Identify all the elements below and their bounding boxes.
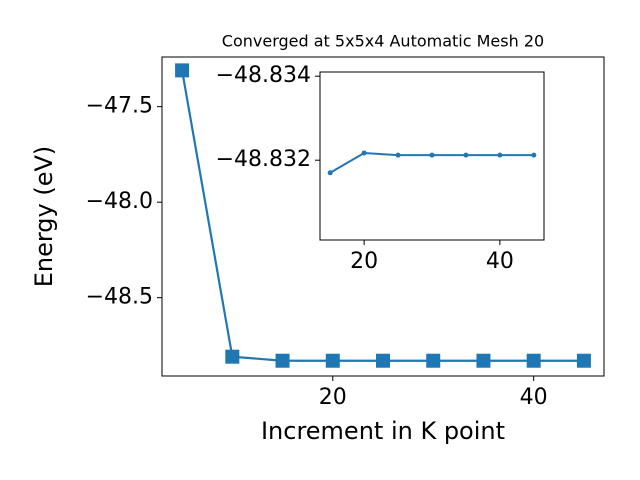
y-tick-label: −48.0 bbox=[86, 189, 153, 214]
x-tick-label: 20 bbox=[350, 249, 378, 274]
data-point bbox=[376, 353, 390, 368]
chart-title: Converged at 5x5x4 Automatic Mesh 20 bbox=[222, 32, 544, 51]
y-axis-label: Energy (eV) bbox=[30, 146, 58, 288]
y-tick-label: −48.5 bbox=[86, 285, 153, 310]
x-tick-label: 20 bbox=[319, 385, 347, 410]
data-point bbox=[175, 63, 190, 78]
data-point bbox=[361, 150, 367, 156]
y-tick-label: −47.5 bbox=[86, 94, 153, 119]
data-point bbox=[225, 349, 240, 364]
x-tick-label: 40 bbox=[486, 249, 514, 274]
data-point bbox=[275, 353, 290, 368]
y-tick-label: −48.834 bbox=[216, 63, 311, 88]
data-point bbox=[325, 353, 340, 368]
data-point bbox=[526, 353, 541, 368]
x-tick-label: 40 bbox=[520, 385, 548, 410]
data-point bbox=[429, 152, 435, 158]
data-point bbox=[476, 353, 491, 368]
data-point bbox=[426, 353, 441, 368]
data-point bbox=[463, 152, 469, 158]
x-axis-label: Increment in K point bbox=[261, 417, 505, 445]
y-tick-label: −48.832 bbox=[216, 147, 311, 172]
data-point bbox=[576, 353, 591, 368]
data-point bbox=[327, 170, 333, 176]
data-point bbox=[497, 152, 503, 158]
data-point bbox=[531, 152, 537, 158]
data-point bbox=[395, 152, 401, 158]
